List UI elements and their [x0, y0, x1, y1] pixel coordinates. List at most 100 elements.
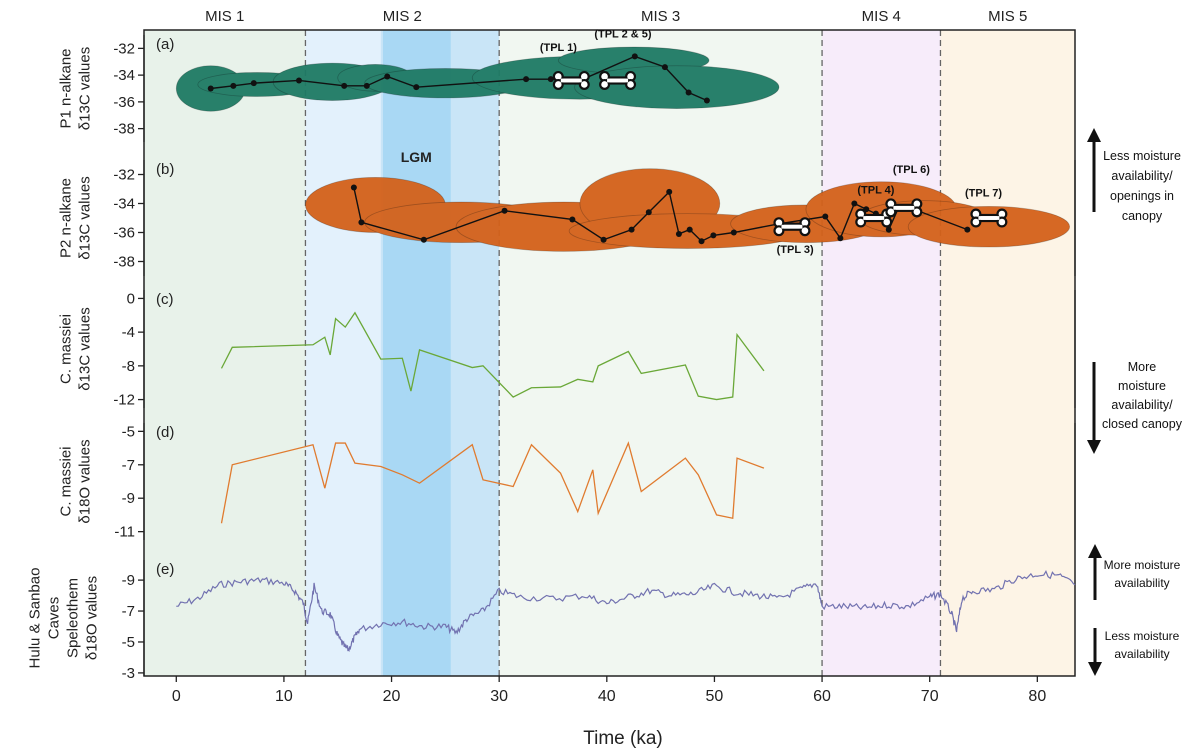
arrow-head — [1087, 128, 1101, 142]
y-tick-label: -5 — [122, 634, 135, 651]
data-point — [413, 84, 419, 90]
mis-label: MIS 3 — [641, 8, 680, 25]
annotation-text: availability/ — [1111, 398, 1173, 412]
data-point — [358, 219, 364, 225]
data-point — [686, 90, 692, 96]
x-tick-label: 10 — [275, 688, 293, 705]
right-annotations: Less moisture availability/openings in can… — [1075, 128, 1183, 676]
annotation-text: canopy — [1122, 209, 1163, 223]
y-axis-label: Caves — [46, 597, 63, 640]
bone-core — [781, 225, 802, 229]
x-axis: 0 10 20 30 40 50 60 70 80 — [172, 676, 1046, 705]
data-point — [822, 214, 828, 220]
tpl-label: (TPL 1) — [540, 42, 577, 54]
y-axis-label: δ13C values — [77, 47, 94, 130]
mis-label: MIS 1 — [205, 8, 244, 25]
x-tick-label: 80 — [1028, 688, 1046, 705]
data-point — [662, 64, 668, 70]
x-tick-label: 50 — [706, 688, 724, 705]
data-point — [687, 227, 693, 233]
mis-band — [822, 30, 940, 676]
annotation-text: Less moisture — [1105, 629, 1180, 643]
mis-band — [499, 30, 822, 676]
y-axis-label: Hulu & Sanbao — [27, 568, 44, 669]
x-tick-label: 60 — [813, 688, 831, 705]
data-point — [676, 231, 682, 237]
annotation-text: closed canopy — [1102, 417, 1183, 431]
panel-tag: (d) — [156, 424, 174, 441]
data-point — [699, 238, 705, 244]
data-point — [421, 237, 427, 243]
bone-core — [863, 216, 884, 220]
data-point — [886, 227, 892, 233]
x-tick-label: 40 — [598, 688, 616, 705]
y-tick-label: -3 — [122, 665, 135, 682]
y-tick-label: -9 — [122, 490, 135, 507]
mis-band — [144, 30, 305, 676]
data-point — [364, 83, 370, 89]
y-tick-label: -36 — [113, 94, 135, 111]
y-tick-label: -9 — [122, 572, 135, 589]
mis-label: MIS 5 — [988, 8, 1027, 25]
data-point — [704, 98, 710, 104]
error-ellipse — [908, 206, 1069, 247]
panel-tag: (a) — [156, 36, 174, 53]
panel-tag: (c) — [156, 291, 174, 308]
annotation-text: moisture — [1118, 379, 1166, 393]
x-tick-label: 0 — [172, 688, 181, 705]
data-point — [230, 83, 236, 89]
annotation-speleo-less: Less moisture availability — [1088, 628, 1180, 676]
data-point — [384, 73, 390, 79]
annotation-text: More moisture — [1104, 558, 1181, 572]
y-tick-label: -11 — [114, 524, 135, 541]
annotation-more-moisture-canopy: More moisture availability/closed canopy — [1087, 360, 1183, 454]
bone-core — [561, 79, 582, 83]
tpl-label: (TPL 7) — [965, 187, 1002, 199]
data-point — [523, 76, 529, 82]
data-point — [710, 232, 716, 238]
data-point — [251, 80, 257, 86]
x-axis-label: Time (ka) — [583, 728, 663, 749]
panel-tag: (b) — [156, 161, 174, 178]
y-tick-label: -38 — [113, 254, 135, 271]
y-tick-label: -5 — [122, 423, 135, 440]
data-point — [837, 235, 843, 241]
lgm-band-inner — [383, 30, 451, 676]
panel-tag: (e) — [156, 561, 174, 578]
y-tick-label: -7 — [122, 457, 135, 474]
data-point — [964, 227, 970, 233]
x-tick-label: 70 — [921, 688, 939, 705]
y-tick-label: -12 — [113, 392, 135, 409]
data-point — [629, 227, 635, 233]
y-tick-label: -34 — [113, 196, 135, 213]
data-point — [731, 230, 737, 236]
y-axis-label: Speleothem — [65, 578, 82, 658]
annotation-text: availability — [1114, 647, 1169, 661]
data-point — [646, 209, 652, 215]
y-tick-label: 0 — [127, 290, 135, 307]
y-tick-label: -34 — [113, 67, 135, 84]
data-point — [502, 208, 508, 214]
tpl-label: (TPL 3) — [777, 244, 814, 256]
mis-band — [940, 30, 1075, 676]
tpl-label: (TPL 2 & 5) — [594, 29, 652, 41]
x-tick-label: 20 — [383, 688, 401, 705]
y-tick-label: -8 — [122, 358, 135, 375]
data-point — [666, 189, 672, 195]
annotation-text: More — [1128, 360, 1157, 374]
tpl-label: (TPL 6) — [893, 164, 930, 176]
data-point — [296, 77, 302, 83]
arrow-head — [1088, 662, 1102, 676]
arrow-head — [1088, 544, 1102, 558]
bone-core — [893, 206, 914, 210]
y-axis-label: P1 n-alkane — [58, 48, 75, 128]
annotation-text: availability/ — [1111, 169, 1173, 183]
data-point — [341, 83, 347, 89]
y-axis-label: C. massiei — [58, 314, 75, 384]
mis-bands: MIS 1 MIS 2 MIS 3 MIS 4 MIS 5 LGM — [144, 8, 1075, 676]
annotation-less-moisture-canopy: Less moistureavailability/openings incan… — [1087, 128, 1181, 223]
y-axis-label: δ13C values — [77, 176, 94, 259]
data-point — [601, 237, 607, 243]
data-point — [569, 216, 575, 222]
